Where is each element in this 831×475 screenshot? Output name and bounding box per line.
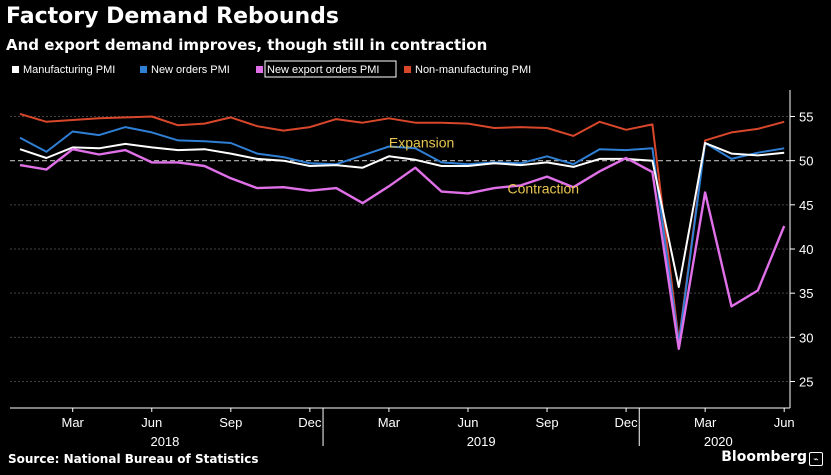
legend-highlight-box [264, 60, 397, 78]
annotation-layer: Expansion Contraction [389, 134, 579, 196]
source-note: Source: National Bureau of Statistics [8, 452, 259, 466]
x-tick-label: Mar [62, 415, 85, 430]
legend-label: New orders PMI [151, 64, 230, 76]
legend-swatch [256, 66, 263, 73]
legend-label: New export orders PMI [267, 64, 379, 76]
x-tick-label: Jun [457, 415, 478, 430]
y-tick-label: 25 [799, 375, 813, 390]
series-line-new-orders-pmi [19, 126, 785, 345]
series-line-manufacturing-pmi [19, 142, 785, 288]
series-layer [19, 112, 786, 350]
axis-layer: 25 30 35 40 45 50 55 Mar Jun Sep Dec Mar Jun Sep Dec Ma… [10, 90, 813, 449]
x-year-label: 2019 [467, 434, 496, 449]
y-tick-label: 35 [799, 286, 813, 301]
chart-title: Factory Demand Rebounds [6, 4, 340, 29]
x-tick-label: Dec [298, 415, 322, 430]
y-tick-label: 30 [799, 330, 813, 345]
bloomberg-logo-text: Bloomberg [721, 449, 807, 465]
bloomberg-terminal-icon: ⌁ [809, 452, 823, 466]
y-tick-label: 50 [799, 154, 813, 169]
legend-swatch [140, 66, 147, 73]
x-year-label: 2020 [704, 434, 733, 449]
x-tick-label: Jun [141, 415, 162, 430]
series-line-non-manufacturing-pmi [19, 112, 785, 342]
annotation-contraction: Contraction [508, 180, 580, 196]
x-tick-label: Sep [219, 415, 242, 430]
y-tick-label: 55 [799, 110, 813, 125]
x-tick-label: Mar [694, 415, 717, 430]
legend-label: Manufacturing PMI [23, 64, 115, 76]
legend-label: Non-manufacturing PMI [415, 64, 531, 76]
x-tick-label: Jun [774, 415, 795, 430]
chart-subtitle: And export demand improves, though still… [6, 36, 488, 54]
y-tick-label: 40 [799, 242, 813, 257]
y-tick-label: 45 [799, 198, 813, 213]
annotation-expansion: Expansion [389, 134, 454, 150]
series-line-new-export-orders-pmi [19, 147, 786, 350]
x-tick-label: Sep [535, 415, 558, 430]
grid-layer [10, 116, 790, 382]
x-tick-label: Mar [378, 415, 401, 430]
legend: Manufacturing PMI New orders PMI New expor… [12, 60, 531, 78]
legend-swatch [12, 66, 19, 73]
x-tick-label: Dec [615, 415, 639, 430]
legend-swatch [404, 66, 411, 73]
x-year-label: 2018 [150, 434, 179, 449]
